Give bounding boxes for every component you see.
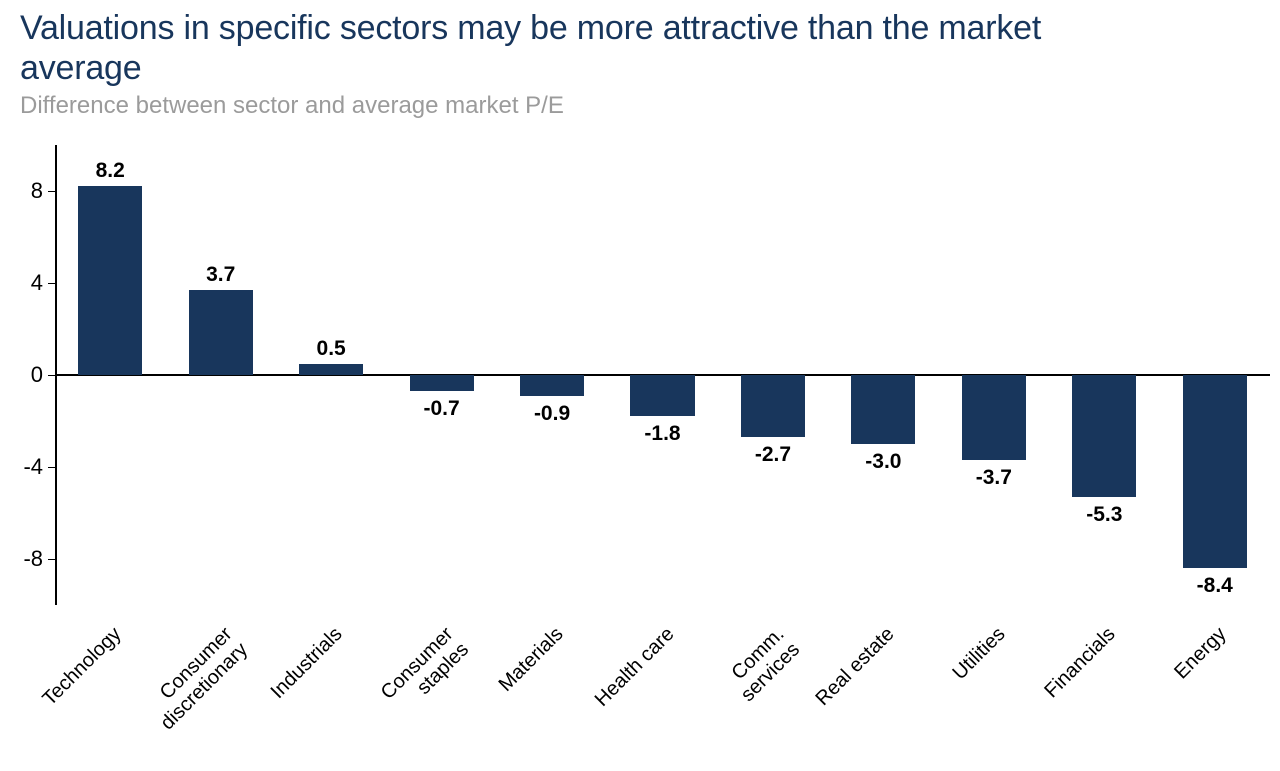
bar-value-label: -0.9 (497, 402, 607, 426)
bar (299, 364, 363, 376)
bar-value-label: -0.7 (386, 397, 496, 421)
plot-area: -8-40488.2Technology3.7Consumer discreti… (0, 0, 1280, 771)
chart-container: { "chart": { "type": "bar", "title": "Va… (0, 0, 1280, 771)
bar-value-label: -2.7 (718, 443, 828, 467)
bar (741, 375, 805, 437)
bar-value-label: -3.0 (828, 450, 938, 474)
bar (630, 375, 694, 416)
bar-value-label: -8.4 (1160, 574, 1270, 598)
y-tick (48, 559, 55, 561)
bar (520, 375, 584, 396)
bar (1072, 375, 1136, 497)
y-tick (48, 467, 55, 469)
bar (78, 186, 142, 375)
bar-value-label: 8.2 (55, 159, 165, 183)
bar (962, 375, 1026, 460)
y-tick-label: -4 (0, 454, 43, 480)
y-tick (48, 375, 55, 377)
bar (851, 375, 915, 444)
y-tick (48, 283, 55, 285)
y-tick-label: 8 (0, 178, 43, 204)
bar-value-label: 0.5 (276, 337, 386, 361)
bar-value-label: -5.3 (1049, 503, 1159, 527)
y-tick (48, 191, 55, 193)
y-tick-label: 0 (0, 362, 43, 388)
bar (1183, 375, 1247, 568)
bar-value-label: -3.7 (939, 466, 1049, 490)
bar-value-label: -1.8 (607, 422, 717, 446)
bar-value-label: 3.7 (165, 263, 275, 287)
bar (410, 375, 474, 391)
y-tick-label: 4 (0, 270, 43, 296)
y-tick-label: -8 (0, 546, 43, 572)
bar (189, 290, 253, 375)
